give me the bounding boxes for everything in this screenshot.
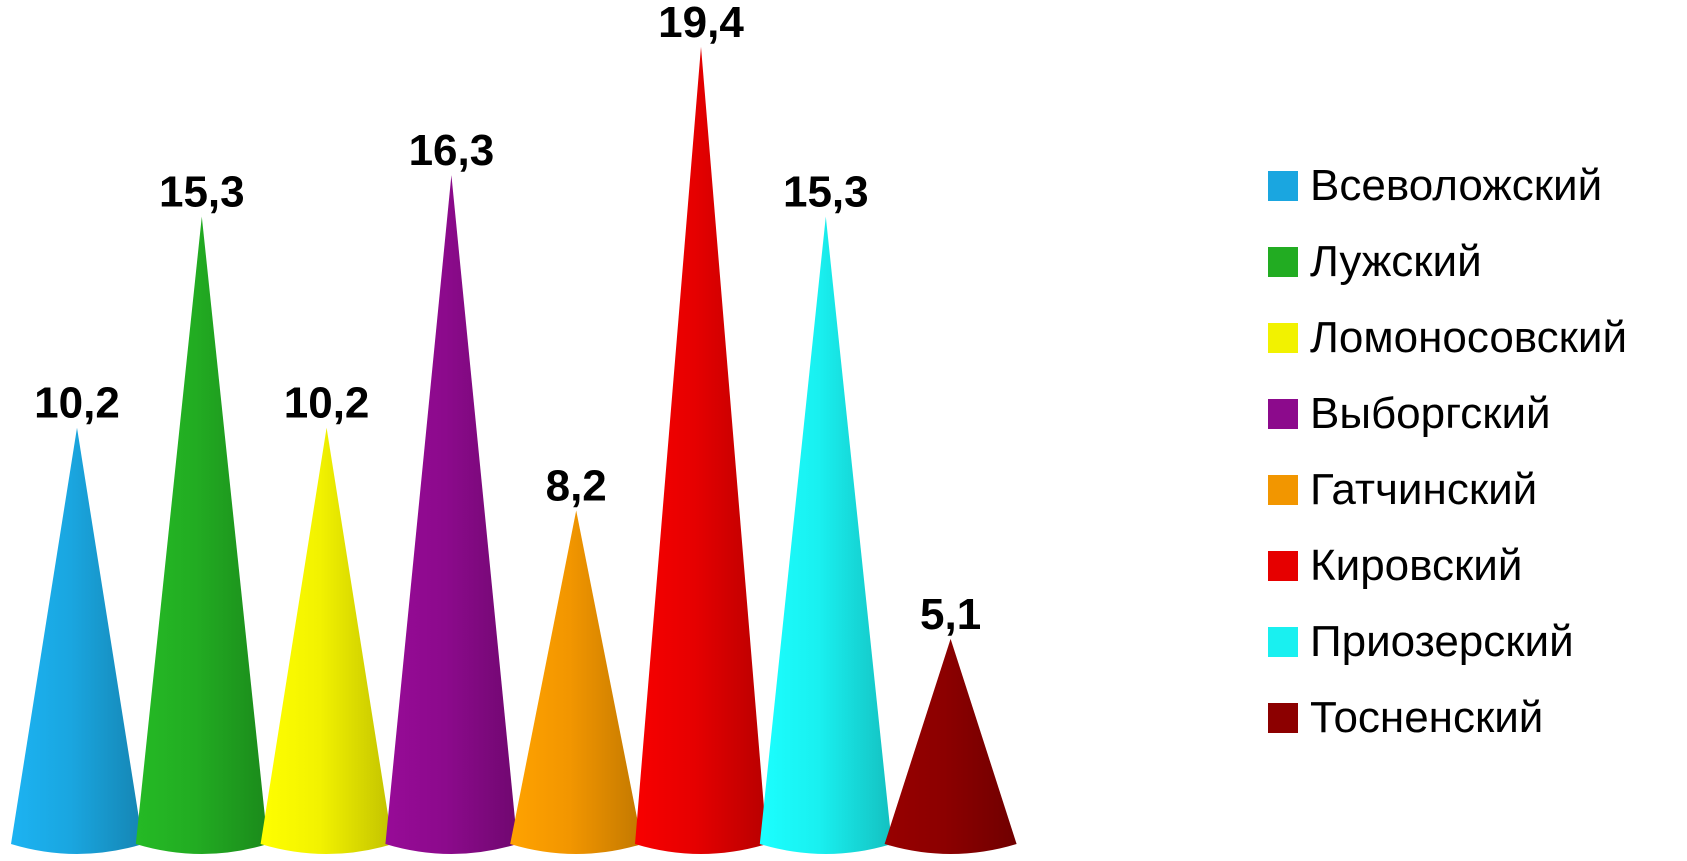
legend-swatch xyxy=(1268,399,1298,429)
legend-swatch xyxy=(1268,171,1298,201)
legend-label: Кировский xyxy=(1310,541,1523,590)
data-label-3: 10,2 xyxy=(284,379,370,428)
cone-1 xyxy=(11,427,143,854)
legend-swatch xyxy=(1268,551,1298,581)
legend-label: Выборгский xyxy=(1310,389,1551,438)
legend-label: Ломоносовский xyxy=(1310,313,1628,362)
cone-3 xyxy=(260,427,393,854)
data-label-8: 5,1 xyxy=(920,590,981,639)
data-label-7: 15,3 xyxy=(783,168,869,217)
data-label-5: 8,2 xyxy=(546,462,607,511)
legend-swatch xyxy=(1268,627,1298,657)
data-labels: 10,2 15,3 10,2 16,3 8,2 19,4 15,3 5,1 xyxy=(34,0,981,639)
legend-label: Лужский xyxy=(1310,237,1482,286)
legend-item: Ломоносовский xyxy=(1268,300,1627,376)
cone-4 xyxy=(385,175,518,854)
legend-item: Выборгский xyxy=(1268,376,1627,452)
legend-label: Тосненский xyxy=(1310,693,1544,742)
legend-item: Лужский xyxy=(1268,224,1627,300)
legend: Всеволожский Лужский Ломоносовский Выборгск… xyxy=(1268,148,1627,756)
legend-label: Приозерский xyxy=(1310,617,1574,666)
legend-label: Всеволожский xyxy=(1310,161,1603,210)
data-label-2: 15,3 xyxy=(159,168,245,217)
cone-5 xyxy=(510,510,643,854)
cone-series xyxy=(11,46,1017,854)
legend-swatch xyxy=(1268,247,1298,277)
data-label-6: 19,4 xyxy=(658,0,744,47)
legend-swatch xyxy=(1268,323,1298,353)
cone-6 xyxy=(635,46,767,854)
legend-swatch xyxy=(1268,475,1298,505)
cone-2 xyxy=(135,216,268,854)
legend-item: Всеволожский xyxy=(1268,148,1627,224)
legend-swatch xyxy=(1268,703,1298,733)
legend-item: Кировский xyxy=(1268,528,1627,604)
data-label-4: 16,3 xyxy=(409,126,495,175)
legend-item: Приозерский xyxy=(1268,604,1627,680)
legend-item: Гатчинский xyxy=(1268,452,1627,528)
cone-8 xyxy=(884,638,1017,854)
cone-7 xyxy=(759,216,892,854)
data-label-1: 10,2 xyxy=(34,379,120,428)
legend-item: Тосненский xyxy=(1268,680,1627,756)
legend-label: Гатчинский xyxy=(1310,465,1538,514)
